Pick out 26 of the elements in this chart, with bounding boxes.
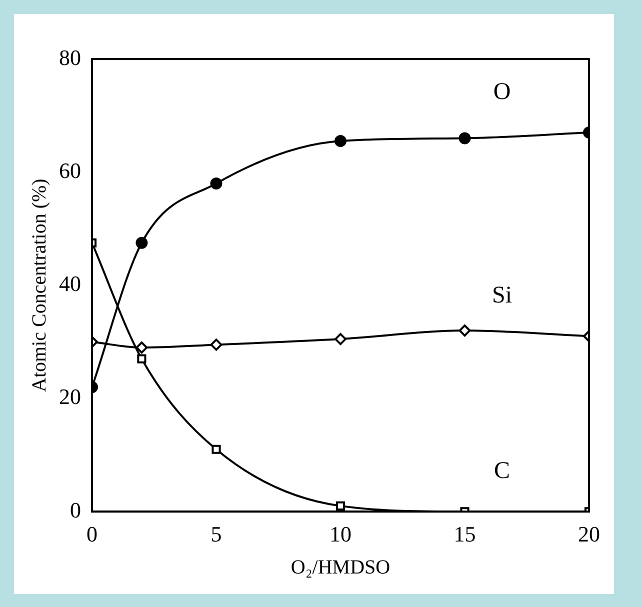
point [137,354,146,364]
point [458,324,471,337]
point [334,135,346,148]
point [212,444,221,454]
series-label: Si [492,282,512,309]
x-tick-label: 15 [454,522,476,547]
y-tick-label: 0 [70,497,81,522]
point [458,132,471,144]
y-tick-label: 80 [59,44,81,70]
x-axis-title: O₂/HMDSO [290,556,390,578]
y-tick-label: 20 [59,384,81,410]
series-label: O [493,78,511,105]
point [336,501,346,510]
x-tick-label: 20 [578,522,600,547]
point [136,342,148,354]
x-tick-label: 5 [210,522,222,547]
point [334,333,346,346]
x-tick-label: 0 [86,522,98,547]
x-tick-label: 10 [330,522,352,547]
y-tick-label: 40 [59,271,81,296]
y-tick-label: 60 [59,158,81,183]
y-axis-title: Atomic Concentration (%) [28,178,50,392]
point [210,177,222,190]
series-label: C [494,458,510,484]
point [210,338,222,351]
point [136,236,148,249]
